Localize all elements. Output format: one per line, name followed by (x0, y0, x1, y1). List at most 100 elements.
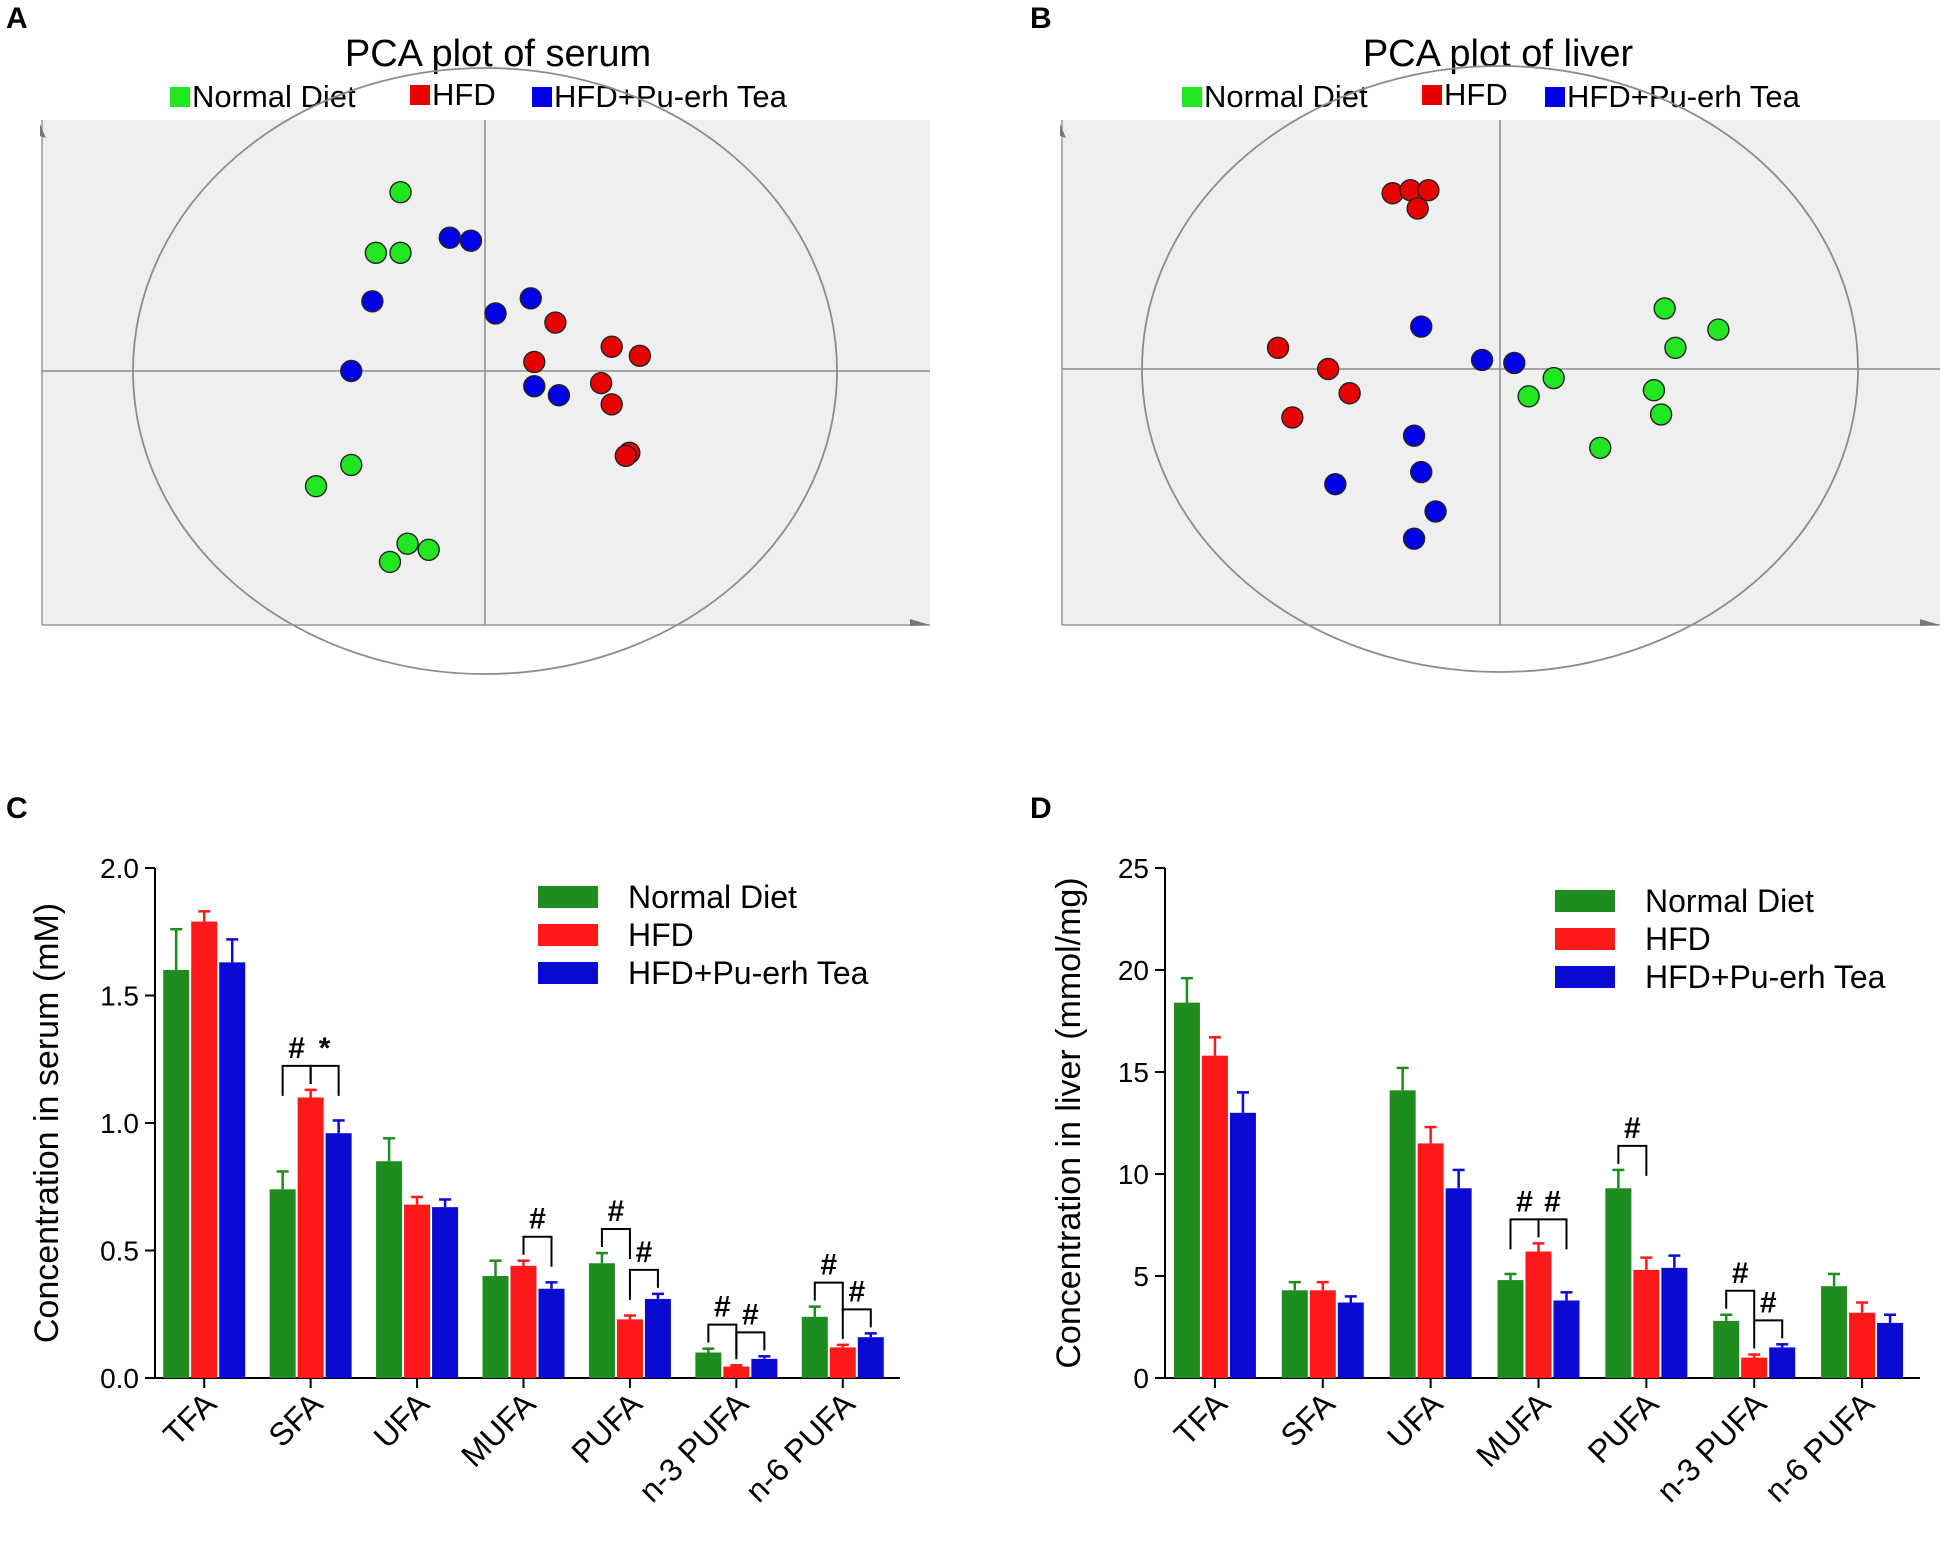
legend-label-1: HFD (628, 917, 694, 953)
bar-normal-diet-tfa (163, 970, 190, 1378)
point-hfd-5 (600, 393, 623, 416)
significance-bracket-0 (1509, 1218, 1540, 1250)
point-hfd-pu-erh-tea-4 (519, 287, 542, 310)
bar-normal-diet-n-6-pufa (1821, 1286, 1848, 1378)
significance-mark-5: # (714, 1291, 731, 1324)
point-hfd-pu-erh-tea-6 (523, 374, 546, 398)
legend-label-2: HFD+Pu-erh Tea (628, 955, 869, 991)
category-label-5: n-3 PUFA (1650, 1385, 1774, 1509)
point-normal-diet-4 (304, 474, 328, 498)
point-hfd-1 (600, 335, 623, 358)
bar-hfd-n-6-pufa (829, 1347, 856, 1378)
significance-mark-3: # (608, 1195, 625, 1228)
legend-swatch-2 (1545, 87, 1565, 107)
legend-label-2: HFD+Pu-erh Tea (554, 79, 788, 114)
significance-mark-6: # (742, 1298, 759, 1331)
category-label-4: PUFA (1581, 1385, 1666, 1470)
significance-bracket-6 (735, 1331, 766, 1360)
point-normal-diet-2 (389, 241, 412, 265)
category-label-6: n-6 PUFA (1757, 1385, 1881, 1509)
pca-plot-liver: PCA plot of liver Normal Diet HFD HFD+Pu-e… (1060, 33, 1940, 673)
plot-background (1062, 120, 1940, 625)
bar-hfd-pu-erh-tea-sfa (1337, 1302, 1364, 1378)
bar-hfd-n-3-pufa (1741, 1357, 1768, 1378)
point-normal-diet-1 (1707, 318, 1730, 341)
point-hfd-pu-erh-tea-2 (361, 290, 384, 313)
point-hfd-pu-erh-tea-3 (1402, 424, 1426, 447)
category-label-0: TFA (156, 1385, 223, 1452)
y-tick-label-0: 0.0 (100, 1363, 139, 1394)
significance-mark-8: # (848, 1275, 865, 1308)
legend-swatch-2 (538, 962, 598, 984)
bar-normal-diet-mufa (482, 1276, 509, 1378)
bar-normal-diet-ufa (376, 1161, 403, 1378)
point-hfd-pu-erh-tea-1 (459, 229, 483, 252)
legend-swatch-1 (410, 85, 430, 105)
legend-label-0: Normal Diet (1645, 883, 1814, 919)
significance-bracket-0 (281, 1064, 312, 1096)
bar-hfd-pu-erh-tea-n-3-pufa (751, 1358, 778, 1378)
point-normal-diet-0 (1653, 297, 1676, 320)
legend-swatch-0 (1182, 87, 1202, 107)
category-label-3: MUFA (1469, 1385, 1558, 1474)
point-normal-diet-5 (1642, 379, 1666, 402)
panel-letter-b: B (1030, 2, 1052, 35)
significance-bracket-1 (309, 1064, 340, 1096)
legend-swatch-0 (1555, 890, 1615, 912)
bar-normal-diet-n-3-pufa (695, 1352, 722, 1378)
bar-normal-diet-pufa (1605, 1188, 1632, 1378)
bar-hfd-pu-erh-tea-n-3-pufa (1769, 1347, 1796, 1378)
significance-mark-1: # (1544, 1185, 1561, 1218)
y-axis-title: Concentration in serum (mM) (28, 903, 66, 1343)
significance-bracket-2 (1617, 1144, 1648, 1176)
significance-mark-0: # (1516, 1185, 1533, 1218)
point-normal-diet-7 (378, 550, 402, 574)
y-tick-label-0: 0 (1133, 1363, 1149, 1394)
point-hfd-pu-erh-tea-7 (547, 384, 571, 407)
legend-label-2: HFD+Pu-erh Tea (1645, 959, 1886, 995)
point-hfd-pu-erh-tea-7 (1402, 527, 1426, 550)
bar-hfd-mufa (510, 1265, 537, 1378)
bar-hfd-sfa (1309, 1290, 1336, 1378)
legend-swatch-0 (538, 886, 598, 908)
pca-liver-plot-area (1060, 65, 1940, 673)
y-axis-title: Concentration in liver (mmol/mg) (1050, 877, 1088, 1368)
point-hfd-7 (1338, 382, 1361, 405)
legend-swatch-0 (170, 87, 190, 107)
legend-label-0: Normal Diet (628, 879, 797, 915)
bar-hfd-pu-erh-tea-ufa (432, 1207, 459, 1378)
y-tick-label-1: 0.5 (100, 1236, 139, 1267)
panel-letter-c: C (6, 792, 28, 825)
y-tick-label-2: 1.0 (100, 1108, 139, 1139)
x-axis-arrow (910, 619, 930, 626)
bar-hfd-pu-erh-tea-n-6-pufa (1877, 1322, 1904, 1378)
category-label-0: TFA (1167, 1385, 1234, 1452)
significance-mark-1: * (319, 1032, 331, 1065)
category-label-5: n-3 PUFA (632, 1385, 756, 1509)
bar-hfd-pu-erh-tea-mufa (538, 1288, 565, 1378)
legend-swatch-1 (1422, 85, 1442, 105)
bar-normal-diet-tfa (1173, 1002, 1200, 1378)
panel-letter-a: A (6, 2, 28, 35)
bar-hfd-n-3-pufa (723, 1366, 750, 1378)
bar-normal-diet-sfa (1281, 1290, 1308, 1378)
point-hfd-6 (1281, 406, 1304, 429)
legend-swatch-2 (532, 87, 552, 107)
panel-letter-d: D (1030, 792, 1052, 825)
significance-mark-4: # (1760, 1286, 1777, 1319)
point-normal-diet-3 (1542, 366, 1565, 390)
point-hfd-pu-erh-tea-6 (1324, 472, 1347, 496)
point-hfd-pu-erh-tea-5 (1424, 500, 1447, 523)
point-hfd-pu-erh-tea-5 (340, 359, 363, 383)
point-hfd-4 (1266, 336, 1290, 359)
bar-hfd-tfa (1201, 1055, 1228, 1378)
significance-bracket-8 (841, 1308, 872, 1339)
legend-label-1: HFD (432, 77, 496, 112)
x-axis-arrow (1920, 619, 1940, 626)
legend-label-1: HFD (1444, 77, 1508, 112)
legend-label-1: HFD (1645, 921, 1711, 957)
y-tick-label-1: 5 (1133, 1261, 1149, 1292)
category-label-4: PUFA (564, 1385, 649, 1470)
point-normal-diet-5 (396, 532, 419, 555)
